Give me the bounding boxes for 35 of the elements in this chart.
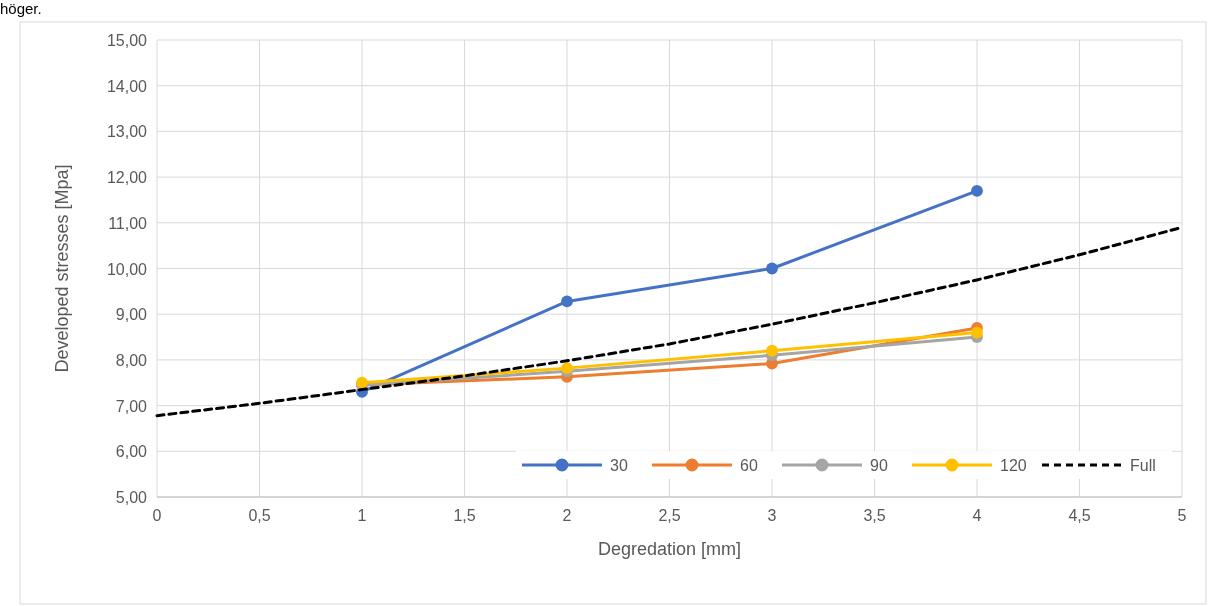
legend-label: 60 bbox=[740, 457, 758, 474]
x-tick-label: 5 bbox=[1177, 507, 1187, 524]
y-tick-label: 11,00 bbox=[108, 214, 148, 232]
point bbox=[971, 326, 983, 339]
legend-label: 120 bbox=[1000, 457, 1027, 474]
text: höger. bbox=[0, 0, 42, 17]
y-tick-label: 14,00 bbox=[106, 77, 148, 95]
x-tick-label: 2,5 bbox=[658, 507, 681, 524]
y-tick-label: 9,00 bbox=[115, 306, 148, 324]
x-tick-label: 3,5 bbox=[863, 507, 886, 524]
y-tick-label: 7,00 bbox=[115, 397, 148, 415]
point bbox=[561, 295, 573, 308]
y-tick-label: 5,00 bbox=[115, 489, 148, 506]
y-tick-label: 8,00 bbox=[115, 351, 148, 369]
x-axis-title: Degredation [mm] bbox=[597, 539, 742, 559]
x-tick-label: 0,5 bbox=[248, 507, 271, 524]
x-tick-label: 1,5 bbox=[453, 507, 476, 524]
point bbox=[766, 344, 778, 357]
x-tick-label: 1 bbox=[357, 507, 367, 524]
x-tick-label: 2 bbox=[562, 507, 572, 524]
point bbox=[971, 184, 983, 197]
y-tick-label: 12,00 bbox=[106, 169, 148, 187]
legend-label: 90 bbox=[870, 457, 888, 474]
x-tick-label: 4 bbox=[972, 507, 982, 524]
y-tick-label: 13,00 bbox=[106, 123, 148, 141]
x-tick-label: 0 bbox=[152, 507, 162, 524]
x-tick-label: 3 bbox=[767, 507, 777, 524]
legend-label: Full bbox=[1130, 457, 1156, 474]
point bbox=[766, 262, 778, 275]
y-tick-label: 10,00 bbox=[106, 260, 148, 278]
legend-label: 30 bbox=[610, 457, 628, 474]
y-tick-label: 6,00 bbox=[115, 443, 148, 461]
y-tick-label: 15,00 bbox=[106, 32, 148, 49]
y-axis-title: Developed stresses [Mpa] bbox=[52, 164, 72, 373]
x-tick-label: 4,5 bbox=[1068, 507, 1091, 524]
